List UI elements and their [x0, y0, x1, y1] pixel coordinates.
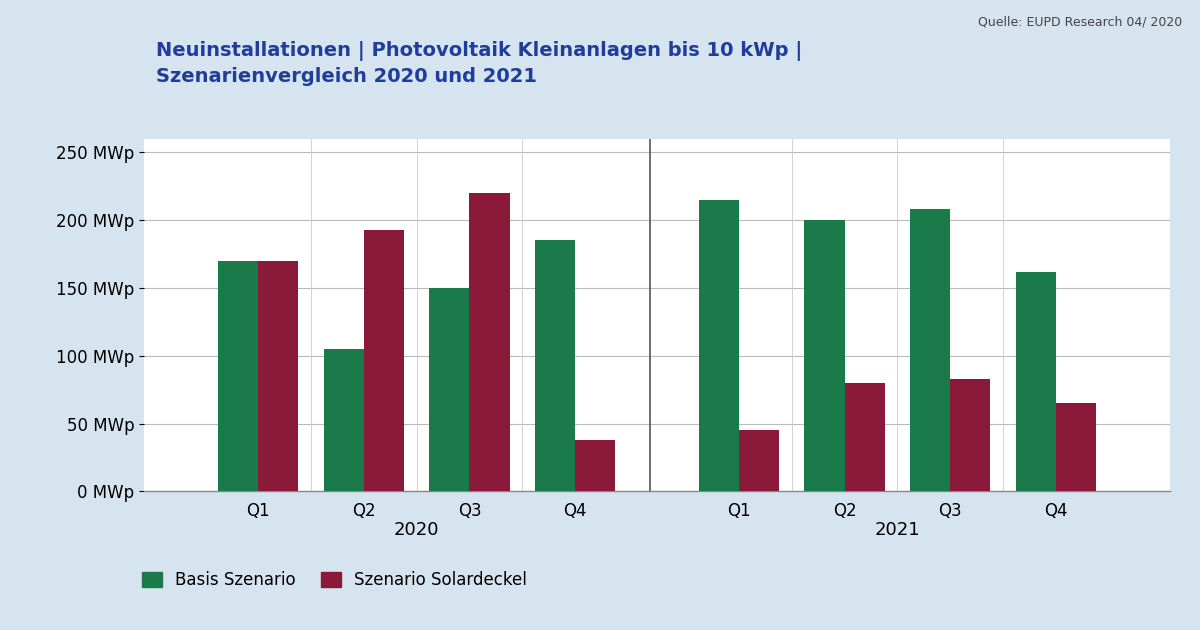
Bar — [1056, 403, 1096, 491]
Bar — [845, 383, 884, 491]
Text: Q3: Q3 — [457, 502, 481, 520]
Bar — [535, 241, 575, 491]
Text: Q4: Q4 — [563, 502, 587, 520]
Bar — [804, 220, 845, 491]
Bar — [469, 193, 510, 491]
Bar — [910, 209, 950, 491]
Legend: Basis Szenario, Szenario Solardeckel: Basis Szenario, Szenario Solardeckel — [142, 571, 527, 589]
Text: Q1: Q1 — [727, 502, 751, 520]
Text: 2021: 2021 — [875, 521, 920, 539]
Bar — [950, 379, 990, 491]
Bar — [364, 229, 404, 491]
Bar — [258, 261, 299, 491]
Bar — [698, 200, 739, 491]
Text: Q1: Q1 — [246, 502, 270, 520]
Bar — [1015, 272, 1056, 491]
Text: Q3: Q3 — [938, 502, 962, 520]
Bar — [739, 430, 779, 491]
Bar — [218, 261, 258, 491]
Text: Q2: Q2 — [352, 502, 376, 520]
Bar — [324, 349, 364, 491]
Text: Quelle: EUPD Research 04/ 2020: Quelle: EUPD Research 04/ 2020 — [978, 16, 1182, 29]
Text: Q2: Q2 — [833, 502, 857, 520]
Bar — [575, 440, 616, 491]
Text: Q4: Q4 — [1044, 502, 1068, 520]
Bar — [430, 288, 469, 491]
Text: 2020: 2020 — [394, 521, 439, 539]
Text: Neuinstallationen | Photovoltaik Kleinanlagen bis 10 kWp |
Szenarienvergleich 20: Neuinstallationen | Photovoltaik Kleinan… — [156, 41, 803, 86]
